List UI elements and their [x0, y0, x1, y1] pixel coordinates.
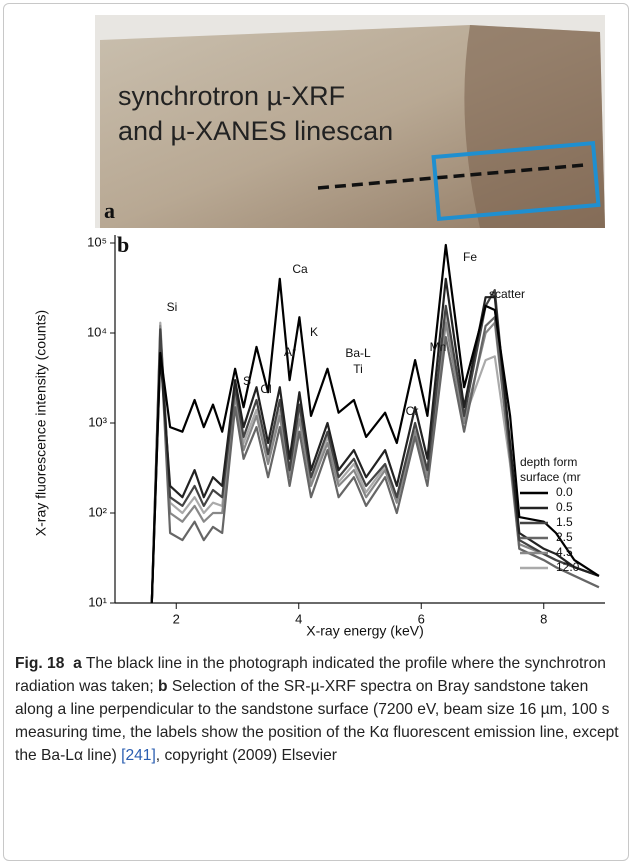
x-axis-label: X-ray energy (keV) — [306, 623, 423, 639]
scan-line — [317, 163, 586, 190]
x-tick-label: 4 — [295, 611, 302, 626]
spectrum-line — [150, 243, 600, 604]
caption-panel-label: a — [73, 655, 82, 672]
x-tick-label: 6 — [418, 611, 425, 626]
figure-frame — [3, 3, 629, 861]
caption: Fig. 18 a The black line in the photogra… — [15, 652, 623, 767]
legend-title: depth form — [520, 455, 577, 469]
spectrum-line — [150, 289, 600, 604]
peak-label: S — [243, 374, 251, 388]
legend-label: 0.5 — [556, 500, 573, 514]
x-tick-label: 2 — [173, 611, 180, 626]
y-tick-label: 10² — [88, 504, 107, 519]
y-tick-label: 10⁵ — [87, 234, 107, 249]
peak-label: Cr — [406, 404, 419, 418]
caption-text: The black line in the photograph indicat… — [15, 655, 606, 695]
legend-label: 4.5 — [556, 545, 573, 559]
photo-dark-zone — [464, 25, 605, 228]
caption-text: , copyright (2009) Elsevier — [155, 747, 337, 764]
y-tick-label: 10⁴ — [87, 324, 107, 339]
panel-label: a — [104, 198, 115, 223]
peak-label: Ti — [353, 362, 363, 376]
legend-label: 12.0 — [556, 560, 580, 574]
photo-text: and µ-XANES linescan — [118, 116, 393, 146]
peak-label: Ar — [284, 345, 296, 359]
figure: synchrotron µ-XRF and µ-XANES linescan a… — [33, 15, 605, 639]
y-tick-label: 10¹ — [88, 594, 107, 609]
figure-label: Fig. 18 — [15, 655, 65, 672]
legend-title: surface (mr — [520, 470, 581, 484]
photo-text: synchrotron µ-XRF — [118, 81, 345, 111]
panel-label: b — [117, 232, 129, 257]
peak-label: Ba-L — [345, 346, 371, 360]
x-tick-label: 8 — [540, 611, 547, 626]
scan-box — [431, 140, 601, 222]
peak-label: Cl — [260, 382, 271, 396]
peak-label: Fe — [463, 250, 477, 264]
spectrum-line — [150, 313, 600, 604]
y-tick-label: 10³ — [88, 414, 107, 429]
caption-text: Selection of the SR-µ-XRF spectra on Bra… — [15, 678, 619, 764]
peak-label: scatter — [489, 287, 525, 301]
peak-label: Si — [167, 300, 178, 314]
y-axis-label: X-ray fluorescence intensity (counts) — [33, 310, 49, 536]
peak-label: K — [310, 325, 318, 339]
peak-label: Mn — [430, 340, 447, 354]
caption-panel-label: b — [158, 678, 168, 695]
legend-label: 1.5 — [556, 515, 573, 529]
legend-label: 2.5 — [556, 530, 573, 544]
peak-label: Ca — [292, 262, 308, 276]
legend-label: 0.0 — [556, 485, 573, 499]
citation-link[interactable]: [241] — [121, 747, 156, 764]
spectrum-line — [150, 316, 600, 604]
